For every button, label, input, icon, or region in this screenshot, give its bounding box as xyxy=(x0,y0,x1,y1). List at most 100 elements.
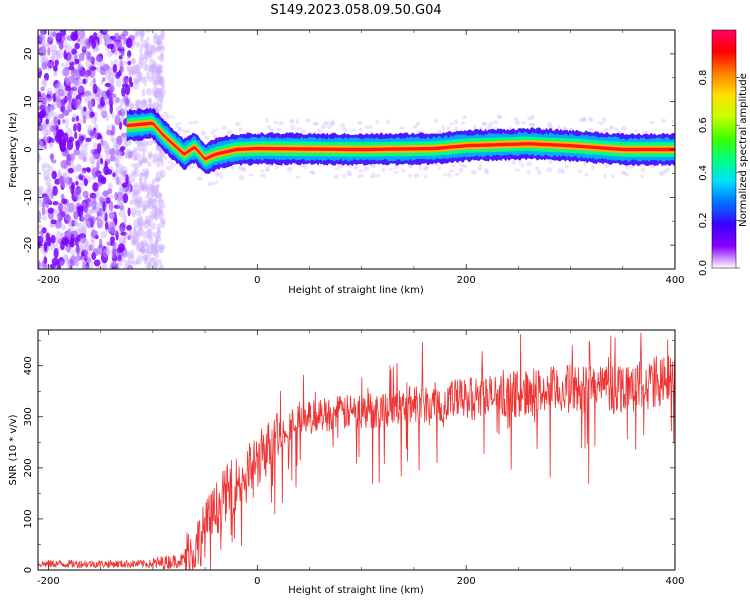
noise-blob xyxy=(98,216,105,225)
halo-dot xyxy=(386,119,391,124)
noise-blob xyxy=(57,118,61,126)
noise-blob xyxy=(155,67,161,75)
noise-blob xyxy=(38,224,43,230)
noise-blob xyxy=(59,260,64,267)
noise-blob xyxy=(38,210,42,222)
halo-dot xyxy=(166,160,173,164)
noise-blob xyxy=(100,191,104,203)
noise-blob xyxy=(65,257,72,263)
noise-blob xyxy=(151,186,158,197)
noise-blob xyxy=(155,65,161,72)
noise-blob xyxy=(63,39,68,51)
noise-blob xyxy=(120,165,128,176)
snr-x-ticks: -200 0 200 400 xyxy=(37,330,685,587)
noise-blob xyxy=(54,178,61,185)
noise-blob xyxy=(50,234,56,244)
noise-blob xyxy=(51,159,57,164)
halo-dot xyxy=(278,121,284,126)
noise-blob xyxy=(116,197,121,209)
noise-blob xyxy=(133,182,139,187)
noise-blob xyxy=(134,232,140,243)
noise-blob xyxy=(141,99,147,104)
noise-blob xyxy=(77,86,84,94)
noise-blob xyxy=(104,160,108,169)
noise-blob xyxy=(125,174,129,185)
noise-blob xyxy=(157,35,162,46)
noise-blob xyxy=(157,197,163,206)
noise-blob xyxy=(84,38,92,49)
noise-blob xyxy=(64,95,68,104)
noise-blob xyxy=(78,32,86,37)
noise-blob xyxy=(156,158,161,168)
noise-blob xyxy=(74,175,80,180)
halo-dot xyxy=(317,128,322,134)
noise-blob xyxy=(131,57,136,65)
noise-blob xyxy=(46,87,53,94)
noise-blob xyxy=(137,60,144,70)
halo-dot xyxy=(603,127,609,132)
noise-blob xyxy=(95,189,100,201)
noise-blob xyxy=(50,153,54,162)
noise-blob xyxy=(135,209,142,216)
halo-dot xyxy=(302,164,308,169)
noise-blob xyxy=(142,221,150,229)
halo-dot xyxy=(432,162,439,166)
noise-blob xyxy=(147,203,153,210)
noise-blob xyxy=(153,87,161,97)
noise-blob xyxy=(73,210,79,221)
noise-blob xyxy=(50,219,57,225)
noise-blob xyxy=(144,42,151,47)
noise-blob xyxy=(129,173,136,184)
noise-blob xyxy=(69,202,76,214)
halo-dot xyxy=(454,172,460,176)
noise-blob xyxy=(82,115,87,124)
noise-blob xyxy=(66,103,71,110)
y-tick-label: -10 xyxy=(23,189,34,205)
noise-blob xyxy=(82,224,87,235)
noise-blob xyxy=(73,220,79,226)
noise-blob xyxy=(146,140,153,146)
noise-blob xyxy=(144,55,149,63)
noise-blob xyxy=(46,38,51,48)
halo-dot xyxy=(408,165,412,169)
halo-dot xyxy=(217,172,223,176)
noise-blob xyxy=(47,31,53,39)
noise-blob xyxy=(98,238,103,250)
noise-blob xyxy=(109,194,114,199)
noise-blob xyxy=(145,87,153,96)
noise-blob xyxy=(96,66,100,73)
noise-blob xyxy=(141,242,145,252)
noise-blob xyxy=(107,182,113,191)
halo-dot xyxy=(454,126,458,131)
noise-blob xyxy=(85,262,90,269)
halo-dot xyxy=(208,181,212,187)
halo-dot xyxy=(203,135,210,141)
noise-blob xyxy=(55,96,61,103)
noise-blob xyxy=(138,184,145,192)
noise-blob xyxy=(118,151,124,160)
noise-blob xyxy=(123,249,130,257)
noise-blob xyxy=(70,31,78,41)
noise-blob xyxy=(159,76,166,87)
noise-blob xyxy=(149,184,156,193)
noise-blob xyxy=(66,262,72,269)
noise-blob xyxy=(143,39,148,50)
noise-blob xyxy=(72,113,77,123)
noise-blob xyxy=(137,240,144,252)
noise-blob xyxy=(38,96,44,106)
noise-blob xyxy=(102,77,106,82)
noise-blob xyxy=(151,245,159,257)
noise-blob xyxy=(74,259,79,267)
colorbar-tick-label: 0.8 xyxy=(698,70,709,86)
halo-dot xyxy=(170,163,177,168)
noise-blob xyxy=(79,238,84,247)
noise-blob xyxy=(114,191,118,201)
noise-blob xyxy=(155,184,160,194)
noise-blob xyxy=(81,45,87,53)
noise-blob xyxy=(120,231,127,236)
noise-blob xyxy=(133,218,140,228)
noise-blob xyxy=(157,74,164,85)
noise-blob xyxy=(112,260,116,269)
noise-blob xyxy=(127,207,131,217)
noise-blob xyxy=(126,64,132,72)
